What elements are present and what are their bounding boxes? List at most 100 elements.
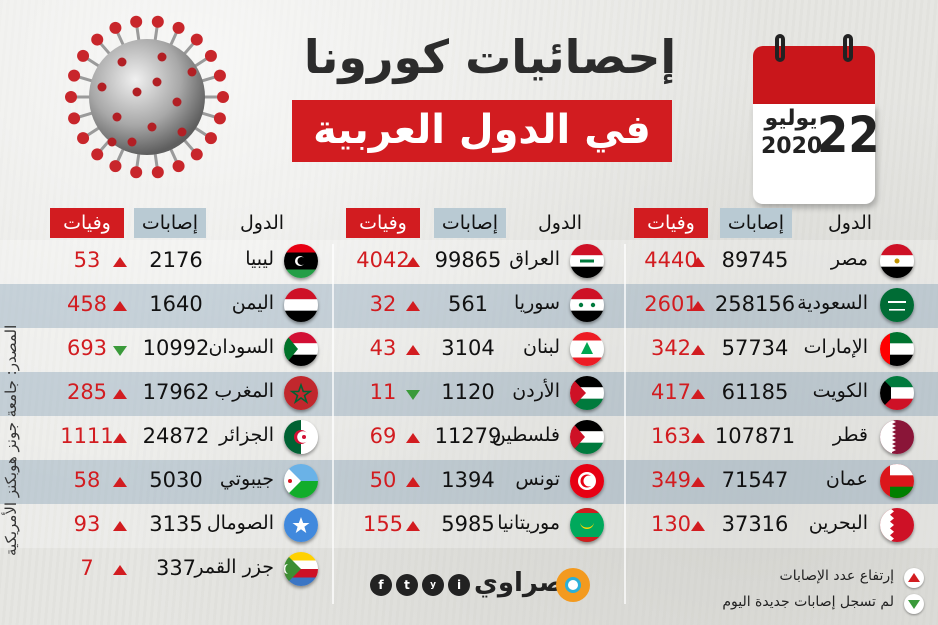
mauritania-flag-icon (570, 508, 604, 542)
tunisia-flag-icon (570, 464, 604, 498)
yemen-flag-icon (284, 288, 318, 322)
country-name: اليمن (231, 292, 274, 314)
algeria-flag-icon (284, 420, 318, 454)
egypt-flag-icon (880, 244, 914, 278)
table-row: جزر القمر 337 7 (0, 548, 938, 592)
country-name: العراق (509, 248, 560, 270)
up-arrow-icon (113, 301, 127, 311)
country-name: السودان (208, 336, 274, 358)
deaths-value: 7 (80, 556, 94, 580)
deaths-value: 58 (73, 468, 101, 492)
cases-value: 24872 (142, 424, 210, 448)
row-band (0, 328, 938, 372)
facebook-icon[interactable]: f (370, 574, 392, 596)
deaths-value: 32 (369, 292, 397, 316)
cases-value: 107871 (714, 424, 796, 448)
country-name: الجزائر (219, 424, 274, 446)
deaths-value: 2601 (644, 292, 698, 316)
cases-value: 561 (447, 292, 489, 316)
header-country: الدول (827, 212, 873, 234)
table-row: الأردن 1120 11 (0, 372, 938, 416)
table-row: المغرب 17962 285 (0, 372, 938, 416)
up-arrow-icon (691, 521, 705, 531)
somalia-flag-icon (284, 508, 318, 542)
deaths-value: 1111 (60, 424, 114, 448)
country-name: السعودية (797, 292, 868, 314)
deaths-value: 53 (73, 248, 101, 272)
up-arrow-icon (691, 389, 705, 399)
up-arrow-icon (691, 301, 705, 311)
cases-value: 37316 (721, 512, 789, 536)
saudi-flag-icon (880, 288, 914, 322)
row-band (0, 504, 938, 548)
palestine-flag-icon (570, 420, 604, 454)
country-name: تونس (515, 468, 560, 490)
calendar-year: 2020 (761, 134, 823, 159)
up-arrow-icon (904, 568, 924, 588)
cases-value: 3135 (149, 512, 203, 536)
down-arrow-icon (406, 390, 420, 400)
up-arrow-icon (691, 257, 705, 267)
cases-value: 1640 (149, 292, 203, 316)
legend-down-label: لم تسجل إصابات جديدة اليوم (722, 594, 894, 610)
table-row: مصر 89745 4440 (0, 240, 938, 284)
deaths-value: 285 (66, 380, 108, 404)
deaths-value: 130 (650, 512, 692, 536)
instagram-icon[interactable]: i (448, 574, 470, 596)
deaths-value: 43 (369, 336, 397, 360)
oman-flag-icon (880, 464, 914, 498)
country-name: لبنان (523, 336, 560, 358)
cases-value: 3104 (441, 336, 495, 360)
country-name: البحرين (808, 512, 868, 534)
header-cases: إصابات (434, 208, 506, 238)
up-arrow-icon (406, 345, 420, 355)
cases-value: 11279 (434, 424, 502, 448)
country-name: الأردن (512, 380, 560, 402)
country-name: قطر (832, 424, 868, 446)
country-name: الإمارات (803, 336, 868, 358)
djibouti-flag-icon (284, 464, 318, 498)
cases-value: 337 (155, 556, 197, 580)
header-deaths: وفيات (50, 208, 124, 238)
cases-value: 71547 (721, 468, 789, 492)
deaths-value: 458 (66, 292, 108, 316)
calendar-icon: 22 يوليو 2020 (753, 28, 880, 204)
header-country: الدول (537, 212, 583, 234)
calendar-ring (843, 34, 853, 62)
calendar-ring (775, 34, 785, 62)
header-cases: إصابات (720, 208, 792, 238)
kuwait-flag-icon (880, 376, 914, 410)
up-arrow-icon (691, 433, 705, 443)
calendar-day: 22 (817, 106, 880, 164)
deaths-value: 693 (66, 336, 108, 360)
table-row: جيبوتي 5030 58 (0, 460, 938, 504)
header-cases: إصابات (134, 208, 206, 238)
table-row: قطر 107871 163 (0, 416, 938, 460)
deaths-value: 93 (73, 512, 101, 536)
cases-value: 99865 (434, 248, 502, 272)
deaths-value: 4440 (644, 248, 698, 272)
bahrain-flag-icon (880, 508, 914, 542)
up-arrow-icon (406, 433, 420, 443)
title-line2: في الدول العربية (292, 100, 672, 162)
table-row: سوريا 561 32 (0, 284, 938, 328)
table-row: الكويت 61185 417 (0, 372, 938, 416)
lebanon-flag-icon (570, 332, 604, 366)
cases-value: 1120 (441, 380, 495, 404)
deaths-value: 349 (650, 468, 692, 492)
country-name: الصومال (206, 512, 274, 534)
syria-flag-icon (570, 288, 604, 322)
legend: إرتفاع عدد الإصابات لم تسجل إصابات جديدة… (700, 566, 930, 618)
twitter-icon[interactable]: t (396, 574, 418, 596)
table-row: فلسطين 11279 69 (0, 416, 938, 460)
cases-value: 258156 (714, 292, 796, 316)
coronavirus-icon (65, 15, 229, 179)
row-band (0, 416, 938, 460)
jordan-flag-icon (570, 376, 604, 410)
up-arrow-icon (113, 521, 127, 531)
sudan-flag-icon (284, 332, 318, 366)
youtube-icon[interactable]: y (422, 574, 444, 596)
cases-value: 5030 (149, 468, 203, 492)
calendar-month: يوليو (764, 106, 818, 131)
up-arrow-icon (113, 565, 127, 575)
